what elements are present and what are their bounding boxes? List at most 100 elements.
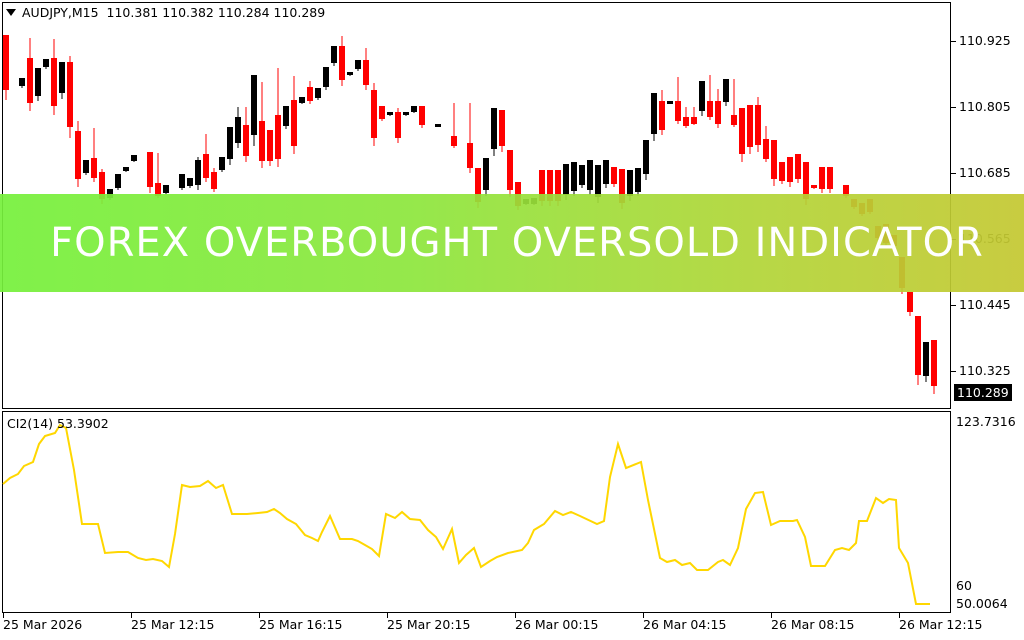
candle: [259, 82, 265, 168]
time-tick: [771, 613, 772, 618]
candle: [299, 97, 305, 104]
candle: [691, 107, 697, 125]
candle: [195, 157, 201, 190]
time-label: 25 Mar 2026: [3, 617, 83, 632]
candle: [827, 167, 833, 193]
candle: [219, 157, 225, 172]
candle: [35, 68, 41, 101]
candle: [243, 107, 249, 162]
candle: [379, 106, 385, 121]
candle: [491, 108, 497, 156]
candle: [27, 38, 33, 111]
price-label: 110.925: [959, 33, 1011, 48]
candle: [323, 67, 329, 90]
time-tick: [899, 613, 900, 618]
candle: [315, 88, 321, 100]
price-tick: [951, 173, 956, 174]
candle: [587, 160, 593, 195]
candle: [267, 130, 273, 166]
candle: [923, 342, 929, 382]
price-tick: [951, 41, 956, 42]
candle: [507, 150, 513, 197]
candle: [3, 35, 9, 100]
candle: [331, 46, 337, 66]
candle: [699, 81, 705, 116]
candle: [387, 112, 393, 116]
candle: [403, 112, 409, 116]
banner-text: FOREX OVERBOUGHT OVERSOLD INDICATOR: [50, 220, 984, 266]
candle: [355, 60, 361, 71]
candle: [339, 36, 345, 86]
candle: [763, 126, 769, 162]
candle: [147, 152, 153, 193]
candle: [51, 39, 57, 115]
candle: [179, 174, 185, 190]
candle: [363, 48, 369, 90]
candle: [155, 153, 161, 198]
candle: [571, 162, 577, 196]
indicator-axis-label: 123.7316: [956, 414, 1016, 429]
candle: [723, 79, 729, 106]
candle: [795, 154, 801, 183]
candle: [435, 124, 441, 127]
candle: [467, 103, 473, 173]
candle: [819, 167, 825, 193]
chart-title: AUDJPY,M15 110.381 110.382 110.284 110.2…: [6, 5, 325, 20]
price-tick: [951, 107, 956, 108]
candle: [603, 160, 609, 188]
candle: [67, 56, 73, 138]
price-tick: [951, 305, 956, 306]
candle: [667, 101, 673, 104]
candle: [203, 134, 209, 182]
candle: [931, 340, 937, 394]
candle: [611, 167, 617, 187]
candle: [187, 178, 193, 188]
candle: [643, 140, 649, 180]
candle: [347, 72, 353, 76]
time-tick: [515, 613, 516, 618]
candle: [651, 93, 657, 141]
candle: [163, 185, 169, 194]
symbol-label: AUDJPY,M15: [22, 5, 99, 20]
candle: [787, 157, 793, 187]
price-tick: [951, 371, 956, 372]
candle: [771, 140, 777, 186]
candle: [635, 168, 641, 196]
time-label: 25 Mar 12:15: [131, 617, 215, 632]
candle: [739, 108, 745, 162]
candle: [411, 106, 417, 113]
indicator-label: CI2(14) 53.3902: [7, 416, 109, 431]
candle: [451, 103, 457, 148]
price-label: 110.805: [959, 99, 1011, 114]
candle: [131, 155, 137, 162]
candle: [43, 59, 49, 69]
time-tick: [259, 613, 260, 618]
candle: [115, 174, 121, 190]
time-tick: [387, 613, 388, 618]
time-label: 26 Mar 08:15: [771, 617, 855, 632]
candle: [59, 62, 65, 99]
candle: [251, 75, 257, 146]
time-label: 25 Mar 20:15: [387, 617, 471, 632]
time-label: 26 Mar 04:15: [643, 617, 727, 632]
indicator-pane[interactable]: [2, 411, 951, 613]
candle: [371, 83, 377, 146]
candle: [579, 165, 585, 188]
candle: [675, 77, 681, 124]
candle: [715, 89, 721, 128]
dropdown-triangle-icon[interactable]: [6, 9, 16, 16]
time-tick: [3, 613, 4, 618]
candle: [499, 110, 505, 152]
candle: [307, 81, 313, 104]
candle: [83, 160, 89, 175]
time-label: 25 Mar 16:15: [259, 617, 343, 632]
title-banner: FOREX OVERBOUGHT OVERSOLD INDICATOR: [0, 194, 1024, 292]
candle: [227, 127, 233, 165]
candle: [683, 107, 689, 128]
time-tick: [643, 613, 644, 618]
candle: [747, 105, 753, 154]
time-label: 26 Mar 00:15: [515, 617, 599, 632]
candle: [75, 121, 81, 187]
candle: [19, 78, 25, 88]
ohlc-values: 110.381 110.382 110.284 110.289: [106, 5, 326, 20]
